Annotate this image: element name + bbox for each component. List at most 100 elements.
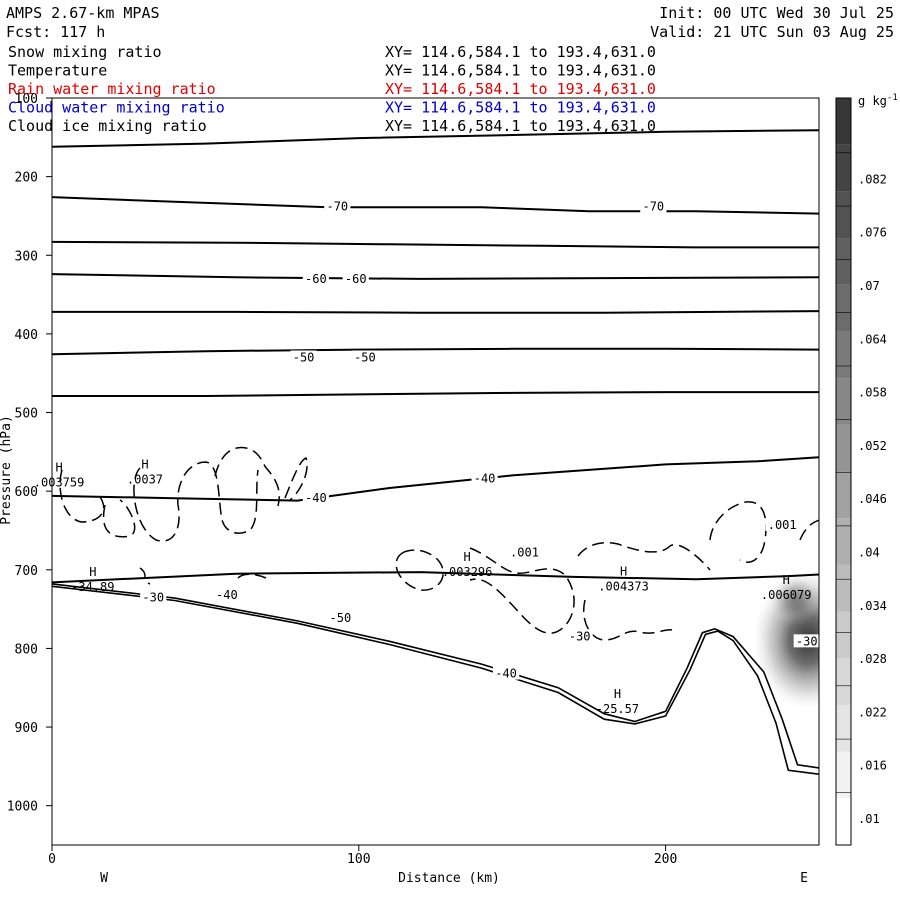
isotherm-label-bg	[327, 610, 354, 624]
isotherm-label: -40	[216, 588, 238, 602]
extremum-marker: H	[463, 550, 470, 564]
dashed-contour-8	[395, 549, 444, 591]
colorbar-swatch	[836, 564, 851, 612]
isotherm-line	[52, 240, 819, 249]
isotherm-label-bg	[302, 271, 329, 285]
isotherm-label: -40	[474, 472, 496, 486]
colorbar-tick-label: .046	[858, 492, 887, 506]
colorbar-swatch	[836, 424, 851, 472]
dashed-contour-1	[59, 469, 105, 523]
isotherm-line	[52, 129, 819, 148]
field-legend: Snow mixing ratio XY= 114.6,584.1 to 193.…	[8, 43, 656, 135]
west-label: W	[100, 871, 108, 886]
colorbar-swatch	[836, 284, 851, 332]
isotherm-label: -30	[569, 630, 591, 644]
field-xy-range: XY= 114.6,584.1 to 193.4,631.0	[385, 99, 656, 117]
field-name: Cloud ice mixing ratio	[8, 117, 207, 135]
extremum-marker: H	[89, 565, 96, 579]
dashed-contour-10	[577, 541, 711, 571]
y-axis-label: Pressure (hPa)	[0, 415, 14, 525]
field-xy-range: XY= 114.6,584.1 to 193.4,631.0	[385, 80, 656, 98]
colorbar-tick-label: .07	[858, 279, 880, 293]
colorbar-tick-label: .01	[858, 812, 880, 826]
colorbar-tick-label: .04	[858, 546, 880, 560]
extremum-marker: H	[620, 564, 627, 578]
y-tick-label: 600	[15, 485, 38, 500]
extremum-value: .006079	[761, 588, 812, 602]
dashed-contour-13	[799, 519, 819, 541]
east-label: E	[800, 871, 808, 886]
isotherm-label-bg	[213, 587, 240, 601]
isotherm-label: -40	[305, 491, 327, 505]
isotherm-label: -60	[305, 272, 327, 286]
init-time: Init: 00 UTC Wed 30 Jul 25	[659, 4, 894, 22]
mixing-ratio-shading-fringe	[770, 575, 819, 625]
isotherm-label: -40	[495, 667, 517, 681]
dashed-contour-9	[469, 547, 575, 634]
dashed-contour-11	[583, 599, 673, 641]
colorbar-unit: g kg-1	[858, 93, 898, 108]
field-name: Cloud water mixing ratio	[8, 99, 225, 117]
colorbar-swatch	[836, 798, 851, 845]
isotherm-line	[52, 571, 819, 584]
isotherm-label: -50	[293, 350, 315, 364]
colorbar-swatch	[836, 704, 851, 752]
y-tick-label: 400	[15, 328, 38, 343]
y-tick-label: 100	[15, 92, 38, 107]
isotherm-label: -30	[796, 634, 818, 648]
isotherm-label: -50	[330, 611, 352, 625]
extremum-value: .004373	[598, 579, 649, 593]
y-tick-label: 500	[15, 407, 38, 422]
mixing-ratio-label: .001	[768, 518, 797, 532]
extremum-value: .003759	[34, 476, 85, 490]
isotherm-label: -70	[642, 200, 664, 214]
isotherm-line	[52, 391, 819, 397]
colorbar-tick-label: .034	[858, 599, 887, 613]
isotherm-label-bg	[290, 350, 317, 364]
y-tick-label: 900	[15, 721, 38, 736]
field-xy-range: XY= 114.6,584.1 to 193.4,631.0	[385, 117, 656, 135]
y-tick-label: 300	[15, 249, 38, 264]
field-name: Snow mixing ratio	[8, 43, 162, 61]
x-tick-label: 0	[48, 852, 56, 867]
colorbar-swatch	[836, 518, 851, 565]
colorbar-swatch	[836, 751, 851, 799]
y-tick-label: 1000	[7, 800, 38, 815]
isotherm-label-bg	[640, 199, 667, 213]
colorbar-swatch	[836, 611, 851, 659]
mixing-ratio-label-bg	[507, 545, 542, 559]
isotherm-label-bg	[793, 634, 820, 648]
colorbar-tick-label: .076	[858, 226, 887, 240]
isotherm-label: -50	[354, 350, 376, 364]
plot-frame	[51, 97, 820, 846]
dashed-contour-3	[133, 461, 259, 542]
isotherm-line	[52, 456, 819, 502]
colorbar-swatch	[836, 238, 851, 285]
mixing-ratio-label-bg	[765, 517, 799, 531]
isotherm-label-bg	[566, 629, 593, 643]
contour-layer	[52, 129, 819, 775]
extremum-value: -34.89	[71, 580, 114, 594]
field-name: Rain water mixing ratio	[8, 80, 216, 98]
isotherm-label-bg	[302, 491, 329, 505]
contour-labels: -70 -70 -60 -60 -50 -50 -40 -40 -40 -40 -30 -30 -50 -…	[34, 199, 820, 716]
isotherm-label-bg	[492, 666, 520, 680]
colorbar-tick-label: .016	[858, 759, 887, 773]
extremum-marker: H	[783, 573, 790, 587]
dashed-contour-4	[214, 446, 280, 507]
colorbar-tick-label: .064	[858, 332, 887, 346]
x-tick-label: 200	[654, 852, 677, 867]
valid-time: Valid: 21 UTC Sun 03 Aug 25	[650, 23, 894, 41]
colorbar-frame	[835, 97, 852, 846]
isotherm-label: -30	[142, 590, 164, 604]
colorbar-swatch	[836, 658, 851, 705]
field-xy-range: XY= 114.6,584.1 to 193.4,631.0	[385, 62, 656, 80]
isotherm-line	[52, 310, 819, 314]
colorbar-swatch	[836, 98, 851, 145]
dashed-contour-5	[284, 457, 308, 501]
dashed-contours	[59, 446, 819, 641]
colorbar-swatch	[836, 471, 851, 519]
isotherm-label-bg	[351, 350, 379, 364]
